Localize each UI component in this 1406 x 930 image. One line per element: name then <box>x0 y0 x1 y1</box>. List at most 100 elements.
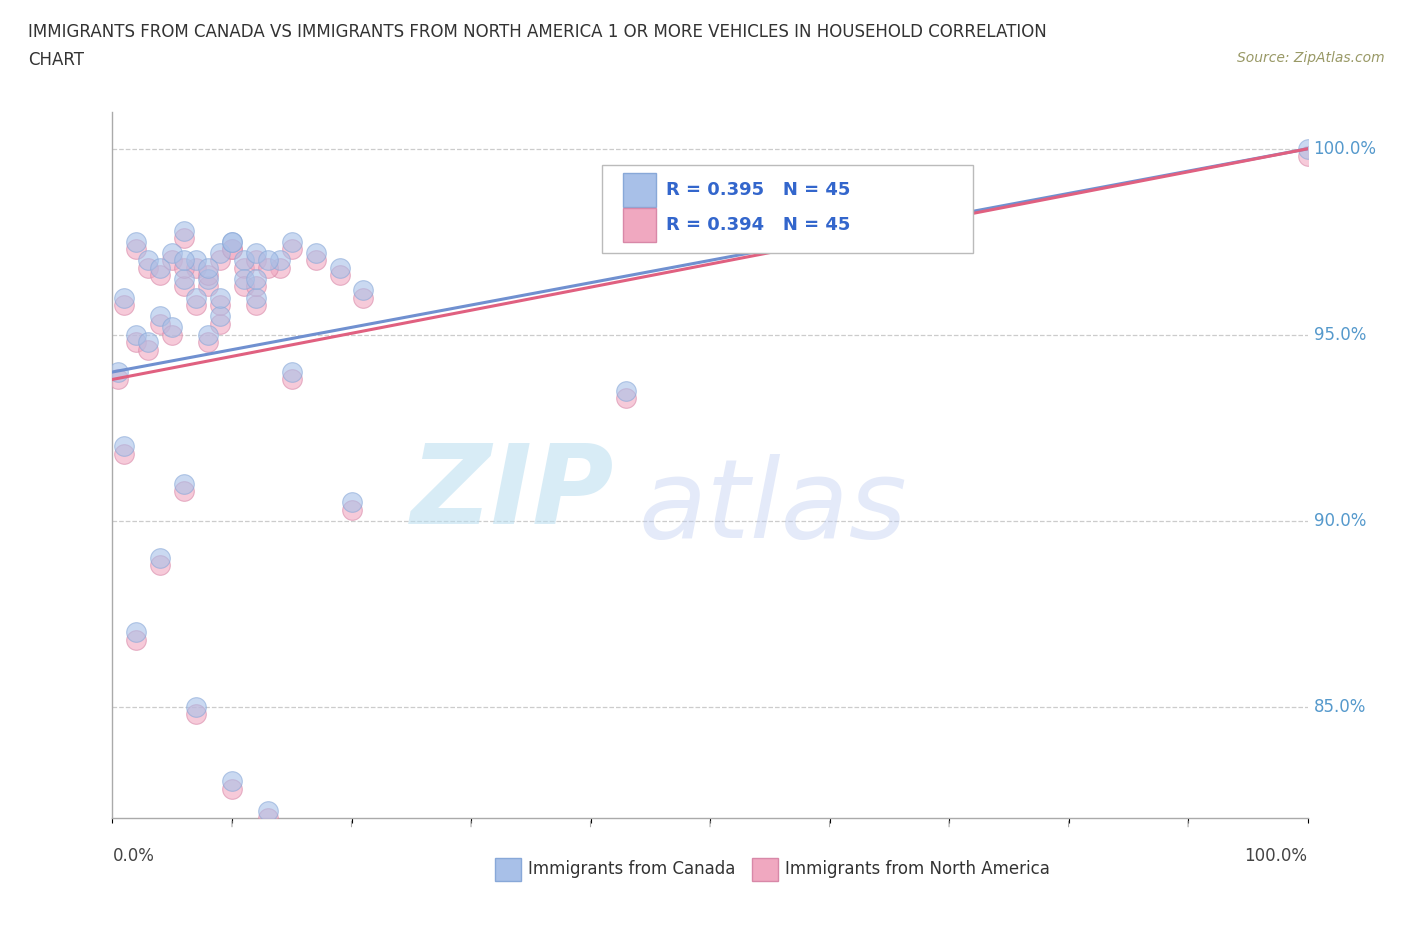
Text: Immigrants from Canada: Immigrants from Canada <box>529 860 735 878</box>
Point <box>1296 141 1319 156</box>
Point <box>221 234 243 249</box>
Point <box>221 234 243 249</box>
Point <box>245 298 267 312</box>
Point <box>149 558 172 573</box>
Point <box>149 260 172 275</box>
Point <box>114 439 135 454</box>
Point <box>186 699 208 714</box>
Text: atlas: atlas <box>638 454 907 561</box>
Point <box>186 253 208 268</box>
Bar <box>752 858 778 881</box>
Point <box>257 811 280 826</box>
Text: 100.0%: 100.0% <box>1244 846 1308 865</box>
Point <box>186 260 208 275</box>
Point <box>125 632 148 647</box>
Point <box>340 502 363 517</box>
Point <box>186 290 208 305</box>
Point <box>269 253 291 268</box>
Point <box>233 253 256 268</box>
Point <box>269 260 291 275</box>
Point <box>209 298 232 312</box>
Bar <box>623 173 657 207</box>
Point <box>197 327 219 342</box>
Point <box>352 290 374 305</box>
Point <box>138 342 160 357</box>
Point <box>125 234 148 249</box>
Point <box>162 246 183 260</box>
Point <box>209 246 232 260</box>
Point <box>107 365 129 379</box>
Point <box>340 495 363 510</box>
Point <box>173 484 195 498</box>
Point <box>245 253 267 268</box>
Text: IMMIGRANTS FROM CANADA VS IMMIGRANTS FROM NORTH AMERICA 1 OR MORE VEHICLES IN HO: IMMIGRANTS FROM CANADA VS IMMIGRANTS FRO… <box>28 23 1047 41</box>
Point <box>352 283 374 298</box>
Point <box>173 253 195 268</box>
Point <box>245 290 267 305</box>
Point <box>221 242 243 257</box>
Point <box>125 242 148 257</box>
Point <box>197 260 219 275</box>
Point <box>173 476 195 491</box>
Bar <box>623 208 657 243</box>
Point <box>125 335 148 350</box>
Point <box>305 246 328 260</box>
Point <box>149 309 172 324</box>
Point <box>114 298 135 312</box>
Point <box>197 272 219 286</box>
Point <box>186 298 208 312</box>
Point <box>281 242 304 257</box>
Point <box>257 804 280 818</box>
Point <box>209 290 232 305</box>
Point <box>245 272 267 286</box>
Text: CHART: CHART <box>28 51 84 69</box>
Text: Immigrants from North America: Immigrants from North America <box>786 860 1050 878</box>
Point <box>173 231 195 246</box>
Text: R = 0.395   N = 45: R = 0.395 N = 45 <box>666 181 851 199</box>
Text: 0.0%: 0.0% <box>112 846 155 865</box>
Point <box>149 268 172 283</box>
Point <box>173 260 195 275</box>
Point <box>257 260 280 275</box>
Point <box>209 253 232 268</box>
Text: Source: ZipAtlas.com: Source: ZipAtlas.com <box>1237 51 1385 65</box>
Point <box>209 316 232 331</box>
Point <box>149 316 172 331</box>
Point <box>125 625 148 640</box>
FancyBboxPatch shape <box>603 165 973 253</box>
Point <box>173 223 195 238</box>
Point <box>1296 149 1319 164</box>
Point <box>162 253 183 268</box>
Point <box>281 365 304 379</box>
Point <box>125 327 148 342</box>
Point <box>233 272 256 286</box>
Point <box>329 260 352 275</box>
Point <box>197 268 219 283</box>
Point <box>233 279 256 294</box>
Point <box>329 268 352 283</box>
Bar <box>495 858 522 881</box>
Point <box>197 335 219 350</box>
Point <box>114 290 135 305</box>
Text: 100.0%: 100.0% <box>1313 140 1376 158</box>
Point <box>173 272 195 286</box>
Point <box>162 320 183 335</box>
Point <box>209 309 232 324</box>
Text: R = 0.394   N = 45: R = 0.394 N = 45 <box>666 217 851 234</box>
Point <box>305 253 328 268</box>
Point <box>281 234 304 249</box>
Point <box>221 774 243 789</box>
Point <box>173 279 195 294</box>
Point <box>281 372 304 387</box>
Point <box>138 260 160 275</box>
Point <box>616 383 638 398</box>
Point <box>138 335 160 350</box>
Point <box>221 242 243 257</box>
Point <box>197 279 219 294</box>
Point <box>162 327 183 342</box>
Point <box>186 707 208 722</box>
Point <box>245 279 267 294</box>
Text: 85.0%: 85.0% <box>1313 698 1367 716</box>
Point <box>114 446 135 461</box>
Point <box>257 253 280 268</box>
